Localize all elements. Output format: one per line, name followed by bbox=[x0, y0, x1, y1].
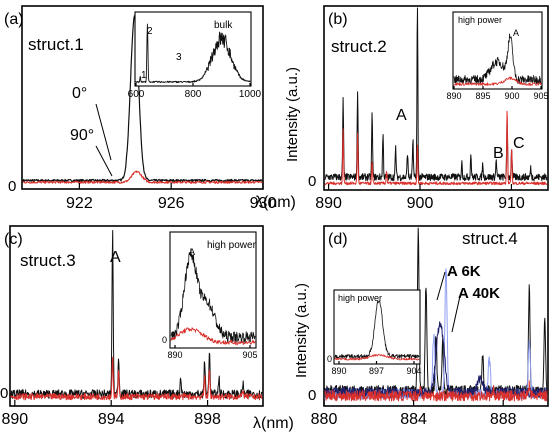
peak-label-A: A bbox=[396, 107, 407, 124]
panel-a-inset-label: bulk bbox=[214, 20, 233, 31]
panel-c-inset-x-tick-label-905: 905 bbox=[242, 350, 257, 360]
x-axis-label-bottom: λ(nm) bbox=[253, 415, 294, 432]
panel-a: 922 926 930 (a) struct.1 0 0° 90° 600 800 10… bbox=[4, 5, 277, 212]
panel-a-series-90-deg bbox=[22, 170, 263, 184]
panel-d-zero-label: 0 bbox=[308, 387, 316, 404]
panel-b-inset-x-tick-label-890: 890 bbox=[446, 91, 461, 101]
panel-d-inset-x-tick-label-890: 890 bbox=[331, 366, 346, 376]
panel-b-y-axis-label: Intensity (a.u.) bbox=[284, 67, 301, 162]
peak-label-C: C bbox=[513, 135, 525, 152]
panel-d-x-tick-label-880: 880 bbox=[311, 411, 338, 428]
panel-b-x-tick-label-900: 900 bbox=[407, 195, 434, 212]
arrow-90-deg bbox=[95, 145, 113, 177]
annotation-0-deg: 0° bbox=[72, 85, 87, 102]
panel-b-inset-x-tick-label-905: 905 bbox=[533, 91, 548, 101]
panel-c-x-tick-label-890: 890 bbox=[1, 411, 28, 428]
panel-c-inset-zero-label: 0 bbox=[162, 335, 167, 345]
panel-d-x-tick-label-884: 884 bbox=[400, 411, 427, 428]
panel-d-inset-series-black bbox=[334, 300, 420, 359]
panel-b: 890 900 910 (b) struct.2 0 A B C Intensity… bbox=[284, 5, 549, 212]
arrow-0-deg bbox=[95, 103, 112, 161]
panel-b-x-tick-label-890: 890 bbox=[315, 195, 342, 212]
arrow-A-40K bbox=[451, 295, 461, 333]
panel-c-zero-label: 0 bbox=[0, 385, 8, 402]
panel-b-series-black bbox=[324, 7, 548, 182]
panel-d-series-red bbox=[324, 380, 548, 402]
inset-peak-label-2: 2 bbox=[147, 26, 153, 37]
panel-d-frame bbox=[323, 225, 549, 407]
panel-c-label: (c) bbox=[4, 231, 23, 248]
panel-d-inset-x-tick-label-897: 897 bbox=[369, 366, 384, 376]
panel-a-x-tick-label-926: 926 bbox=[158, 195, 185, 212]
panel-a-frame bbox=[21, 5, 264, 190]
panel-a-inset-series bbox=[135, 23, 251, 84]
panel-c-x-tick-label-894: 894 bbox=[98, 411, 125, 428]
panel-a-x-tick-label-922: 922 bbox=[66, 195, 93, 212]
x-axis-label-top: λ(nm) bbox=[255, 194, 296, 211]
panel-b-inset-label: high power bbox=[458, 15, 502, 25]
panel-d-series-navy bbox=[324, 321, 548, 398]
panel-a-inset-x-tick-label-600: 600 bbox=[128, 89, 145, 100]
panel-a-label: (a) bbox=[4, 11, 24, 28]
panel-c-series-red bbox=[10, 356, 263, 401]
panel-a-x-tick-label-930: 930 bbox=[250, 195, 277, 212]
panel-d-structure-label: struct.4 bbox=[462, 229, 518, 248]
panel-d-inset-x-tick-label-904: 904 bbox=[406, 366, 421, 376]
panel-a-inset-frame bbox=[134, 11, 252, 87]
panel-d-inset-zero-label: 0 bbox=[327, 354, 332, 364]
annotation-A-6K: A 6K bbox=[447, 263, 481, 280]
panel-d-label: (d) bbox=[328, 231, 348, 248]
panel-d-y-axis-label: Intensity (a.u.) bbox=[293, 283, 310, 378]
panel-c-peak-label-A: A bbox=[110, 249, 121, 266]
panel-b-structure-label: struct.2 bbox=[331, 37, 387, 56]
panel-d-x-tick-label-888: 888 bbox=[490, 411, 517, 428]
panel-d-inset-series-red bbox=[334, 353, 420, 361]
panel-c-inset-label: high power bbox=[207, 240, 257, 251]
panel-a-zero-label: 0 bbox=[8, 178, 16, 195]
panel-a-structure-label: struct.1 bbox=[28, 35, 84, 54]
panel-b-label: (b) bbox=[328, 11, 348, 28]
panel-b-inset-x-tick-label-895: 895 bbox=[475, 91, 490, 101]
panel-c: 890 894 898 (c) struct.3 0 A 890 905 high p… bbox=[0, 225, 264, 428]
annotation-A-40K: A 40K bbox=[458, 285, 500, 302]
inset-peak-label-3: 3 bbox=[176, 52, 182, 63]
panel-c-inset-peak-label: A bbox=[189, 247, 195, 257]
panel-b-x-tick-label-910: 910 bbox=[498, 195, 525, 212]
panel-c-x-tick-label-898: 898 bbox=[194, 411, 221, 428]
panel-b-inset-peak-label: A bbox=[513, 28, 519, 38]
peak-label-B: B bbox=[493, 145, 504, 162]
panel-b-zero-label: 0 bbox=[308, 173, 316, 190]
panel-c-inset-x-tick-label-890: 890 bbox=[167, 350, 182, 360]
arrow-A-6K bbox=[436, 271, 446, 301]
panel-c-inset-series-black bbox=[170, 248, 256, 343]
panel-c-structure-label: struct.3 bbox=[20, 251, 76, 270]
panel-b-inset-series-black bbox=[453, 33, 542, 85]
panel-c-inset-series-red bbox=[170, 327, 256, 346]
panel-a-inset-x-tick-label-800: 800 bbox=[185, 89, 202, 100]
panel-b-inset-frame bbox=[452, 11, 543, 90]
inset-peak-label-1: 1 bbox=[141, 70, 147, 81]
panel-b-series-red bbox=[324, 110, 548, 186]
panel-b-inset-series-red bbox=[453, 76, 542, 86]
panel-b-inset-x-tick-label-900: 900 bbox=[504, 91, 519, 101]
panel-a-inset-x-tick-label-1000: 1000 bbox=[239, 89, 262, 100]
panel-d-inset-label: high power bbox=[338, 293, 382, 303]
annotation-90-deg: 90° bbox=[70, 127, 94, 144]
panel-b-frame bbox=[323, 5, 549, 191]
panel-d: 880 884 888 (d) struct.4 0 Intensity (a.u.… bbox=[293, 225, 549, 428]
panel-c-frame bbox=[9, 225, 264, 407]
